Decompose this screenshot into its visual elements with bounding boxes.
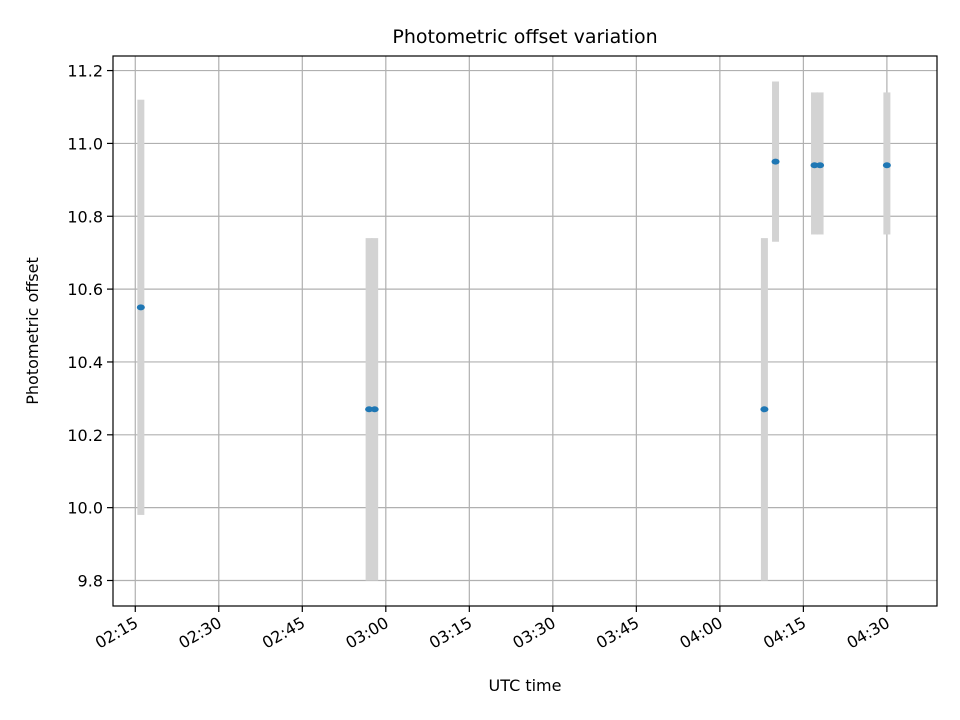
x-tick-label: 02:45 xyxy=(259,613,308,653)
x-tick-label: 02:30 xyxy=(175,613,224,653)
x-axis-ticks: 02:15 02:30 02:45 03:00 03:15 03:30 03:45 04:00… xyxy=(92,606,893,653)
y-tick-label: 10.2 xyxy=(67,426,103,445)
x-tick-label: 03:15 xyxy=(426,613,475,653)
grid xyxy=(113,56,937,606)
data-point xyxy=(370,406,379,413)
x-tick-label: 02:15 xyxy=(92,613,141,653)
data-point xyxy=(816,162,825,169)
y-axis-ticks: 9.8 10.0 10.2 10.4 10.6 10.8 11.0 11.2 xyxy=(67,62,113,591)
error-bars xyxy=(137,81,891,581)
x-tick-label: 04:15 xyxy=(760,613,809,653)
data-points xyxy=(136,158,891,413)
y-tick-label: 10.0 xyxy=(67,499,103,518)
y-tick-label: 10.8 xyxy=(67,207,103,226)
x-tick-label: 04:30 xyxy=(843,613,892,653)
x-tick-label: 03:45 xyxy=(593,613,642,653)
y-tick-label: 11.0 xyxy=(67,134,103,153)
y-tick-label: 10.6 xyxy=(67,280,103,299)
chart-title: Photometric offset variation xyxy=(392,26,657,48)
y-tick-label: 9.8 xyxy=(78,572,103,591)
x-tick-label: 03:00 xyxy=(342,613,391,653)
data-point xyxy=(810,162,819,169)
x-axis-title: UTC time xyxy=(489,676,562,695)
data-point xyxy=(365,406,374,413)
y-tick-label: 10.4 xyxy=(67,353,103,372)
x-tick-label: 03:30 xyxy=(509,613,558,653)
plot-area-frame xyxy=(112,55,938,607)
data-point xyxy=(760,406,769,413)
data-point xyxy=(136,304,145,311)
data-point xyxy=(882,162,891,169)
y-axis-title: Photometric offset xyxy=(23,257,42,405)
data-point xyxy=(771,158,780,165)
y-tick-label: 11.2 xyxy=(67,62,103,81)
x-tick-label: 04:00 xyxy=(676,613,725,653)
